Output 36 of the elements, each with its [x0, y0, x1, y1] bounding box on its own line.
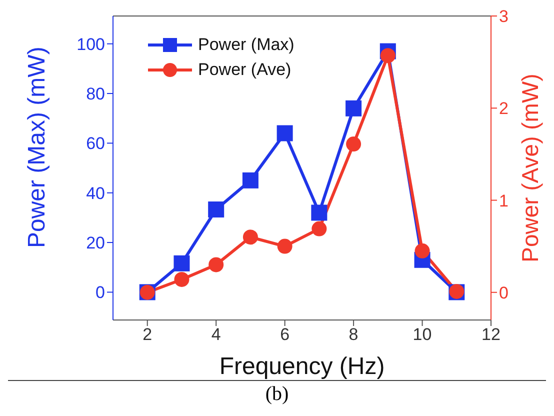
- x-tick-label: 6: [280, 325, 290, 344]
- y-axis-title: Power (Max) (mW): [24, 46, 51, 248]
- y-tick-label: 0: [96, 283, 105, 302]
- x-tick-label: 8: [348, 325, 358, 344]
- point: [414, 243, 430, 258]
- x-axis-title: Frequency (Hz): [219, 353, 385, 380]
- legend-label: Power (Max): [198, 34, 294, 56]
- x-tick-label: 12: [482, 325, 500, 344]
- point: [276, 125, 293, 142]
- point: [242, 172, 258, 188]
- text: (b): [8, 383, 546, 406]
- point: [242, 230, 258, 245]
- x-tick-label: 2: [142, 325, 152, 344]
- y2-tick-label: 1: [499, 191, 508, 210]
- y-tick-label: 80: [86, 84, 105, 104]
- y2-tick-label: 3: [499, 7, 508, 26]
- point: [312, 221, 327, 236]
- y2-tick-label: 0: [499, 283, 508, 302]
- y-tick-label: 20: [86, 234, 105, 253]
- point: [208, 257, 224, 272]
- x-tick-label: 10: [412, 325, 432, 344]
- point: [380, 48, 396, 64]
- legend-label: Power (Ave): [198, 59, 292, 81]
- point: [277, 238, 292, 254]
- point: [208, 201, 224, 218]
- point: [174, 255, 190, 272]
- y2-tick-label: 2: [499, 99, 508, 118]
- y-tick-label: 100: [76, 34, 105, 54]
- point: [346, 100, 362, 116]
- point: [346, 136, 362, 152]
- y2-axis-title: Power (Ave) (mW): [517, 74, 543, 262]
- point: [174, 272, 190, 287]
- point: [311, 204, 328, 221]
- y-tick-label: 40: [86, 184, 105, 203]
- x-tick-label: 4: [211, 325, 221, 344]
- y-tick-label: 60: [86, 134, 105, 154]
